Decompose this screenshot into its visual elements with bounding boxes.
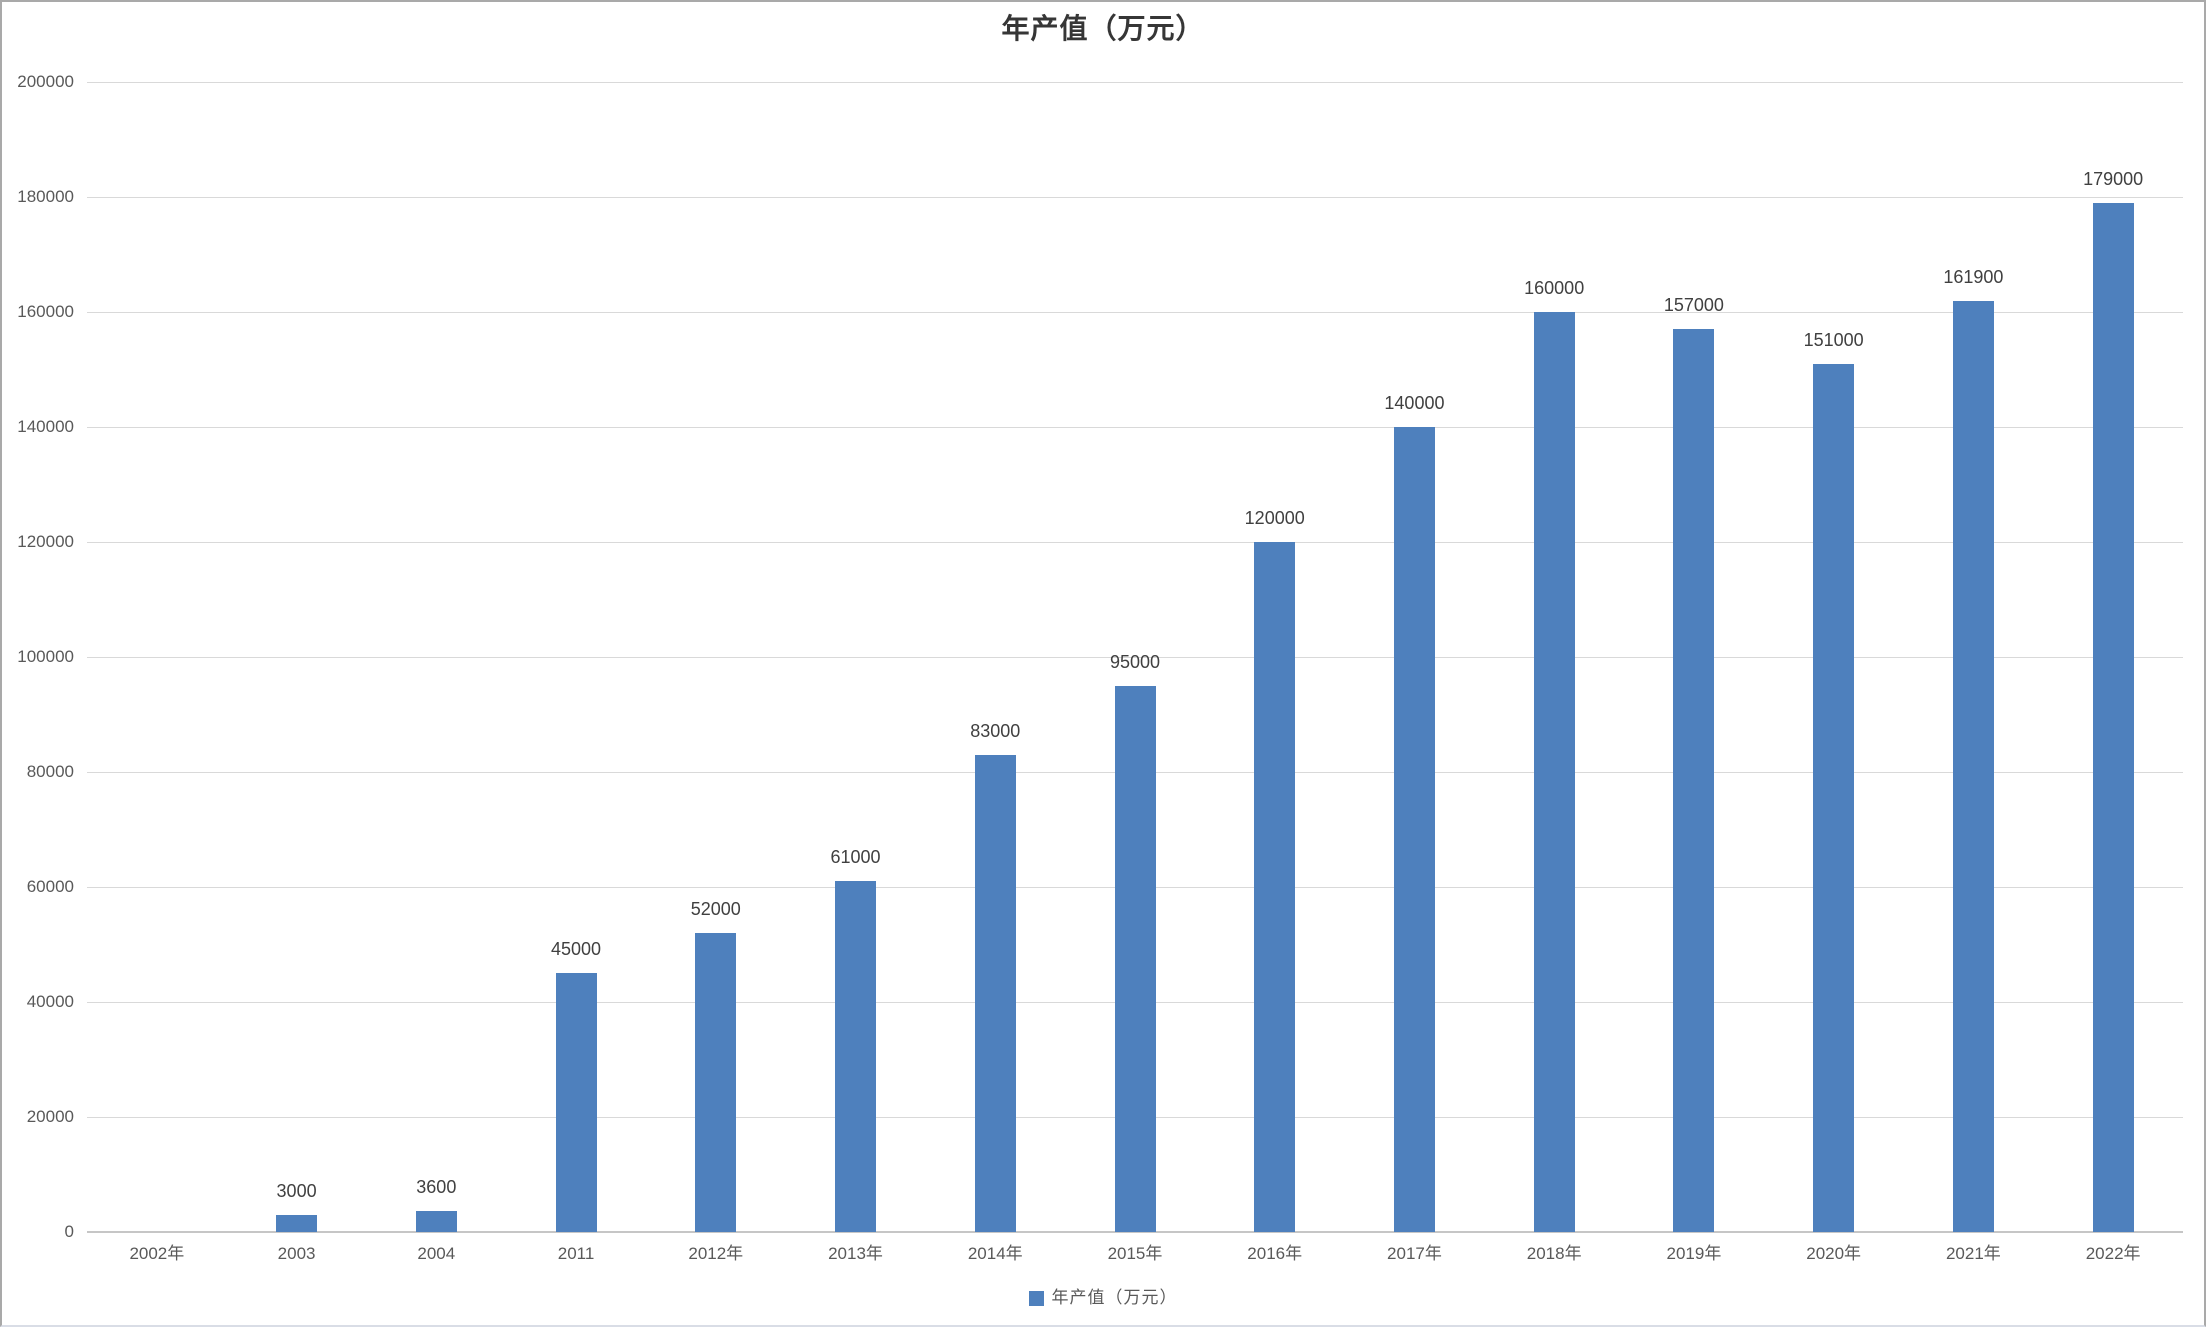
bar-value-label: 151000 — [1803, 329, 1864, 350]
x-axis-line — [87, 1231, 2183, 1233]
x-tick-label: 2017年 — [1387, 1244, 1442, 1263]
y-tick-label: 120000 — [17, 532, 74, 551]
bar-2011 — [555, 973, 597, 1232]
gridline — [87, 427, 2183, 428]
y-tick-label: 140000 — [17, 417, 74, 436]
y-tick-label: 200000 — [17, 72, 74, 91]
bar-value-label: 179000 — [2083, 168, 2144, 189]
x-tick-label: 2014年 — [967, 1244, 1023, 1263]
y-tick-label: 20000 — [26, 1107, 74, 1126]
bar-value-label: 161900 — [1943, 267, 2004, 288]
bar-value-label: 45000 — [551, 939, 602, 960]
bar-value-label: 52000 — [690, 899, 741, 919]
x-tick-label: 2020年 — [1806, 1244, 1862, 1263]
chart-title: 年产值（万元） — [1001, 12, 1205, 45]
x-tick-label: 2011 — [557, 1244, 595, 1263]
bar-2020年 — [1813, 363, 1855, 1232]
bar-value-label: 61000 — [830, 847, 881, 868]
legend-label: 年产值（万元） — [1051, 1288, 1178, 1307]
bar-value-label: 160000 — [1524, 278, 1585, 298]
bar-value-label: 95000 — [1109, 651, 1161, 672]
gridline — [87, 312, 2183, 313]
y-tick-label: 180000 — [17, 187, 74, 206]
x-tick-label: 2021年 — [1945, 1244, 2001, 1263]
bar-2003 — [276, 1214, 318, 1232]
y-tick-label: 160000 — [17, 302, 74, 321]
y-tick-label: 40000 — [26, 992, 74, 1011]
x-tick-label: 2015年 — [1107, 1244, 1163, 1263]
bar-value-label: 140000 — [1384, 393, 1445, 413]
bar-2022年 — [2092, 202, 2134, 1232]
bar-2013年 — [835, 881, 877, 1232]
bar-2004 — [415, 1211, 457, 1232]
gridline — [87, 657, 2183, 658]
bar-value-label: 3000 — [276, 1180, 317, 1201]
x-tick-label: 2013年 — [828, 1244, 883, 1263]
y-tick-label: 80000 — [26, 762, 74, 781]
gridline — [87, 542, 2183, 543]
bar-2015年 — [1114, 685, 1156, 1232]
y-tick-label: 60000 — [26, 877, 74, 896]
x-tick-label: 2012年 — [688, 1244, 744, 1263]
legend-swatch-icon — [1028, 1290, 1044, 1306]
bar-2017年 — [1393, 427, 1435, 1232]
gridline — [87, 82, 2183, 83]
bar-2016年 — [1254, 542, 1296, 1232]
x-tick-label: 2022年 — [2085, 1244, 2141, 1263]
legend: 年产值（万元） — [2, 1288, 2204, 1308]
y-tick-label: 100000 — [17, 647, 74, 666]
bar-2014年 — [974, 754, 1016, 1232]
bar-value-label: 157000 — [1663, 295, 1724, 316]
x-tick-label: 2016年 — [1247, 1244, 1303, 1263]
bar-2018年 — [1533, 312, 1575, 1232]
x-tick-label: 2003 — [277, 1244, 316, 1263]
x-tick-label: 2019年 — [1666, 1244, 1722, 1263]
gridline — [87, 197, 2183, 198]
bar-value-label: 83000 — [970, 720, 1021, 741]
bar-2021年 — [1952, 301, 1994, 1232]
x-tick-label: 2002年 — [129, 1244, 185, 1263]
bar-value-label: 3600 — [416, 1177, 457, 1198]
x-tick-label: 2004 — [417, 1244, 456, 1263]
x-tick-label: 2018年 — [1526, 1244, 1582, 1263]
bar-2012年 — [695, 933, 737, 1232]
y-tick-label: 0 — [64, 1222, 74, 1241]
bar-2019年 — [1673, 329, 1715, 1232]
bar-value-label: 120000 — [1244, 508, 1305, 528]
